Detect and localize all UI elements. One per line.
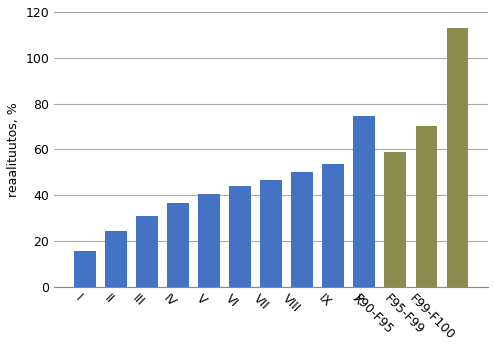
Bar	[353, 116, 375, 287]
Bar	[260, 180, 282, 287]
Bar	[292, 172, 313, 287]
Bar	[74, 251, 96, 287]
Bar	[446, 28, 468, 287]
Bar	[229, 186, 251, 287]
Bar	[415, 126, 437, 287]
Bar	[136, 216, 158, 287]
Y-axis label: reaalituutos, %: reaalituutos, %	[7, 102, 20, 197]
Bar	[105, 231, 127, 287]
Bar	[198, 194, 220, 287]
Bar	[167, 203, 189, 287]
Bar	[385, 151, 406, 287]
Bar	[322, 164, 344, 287]
